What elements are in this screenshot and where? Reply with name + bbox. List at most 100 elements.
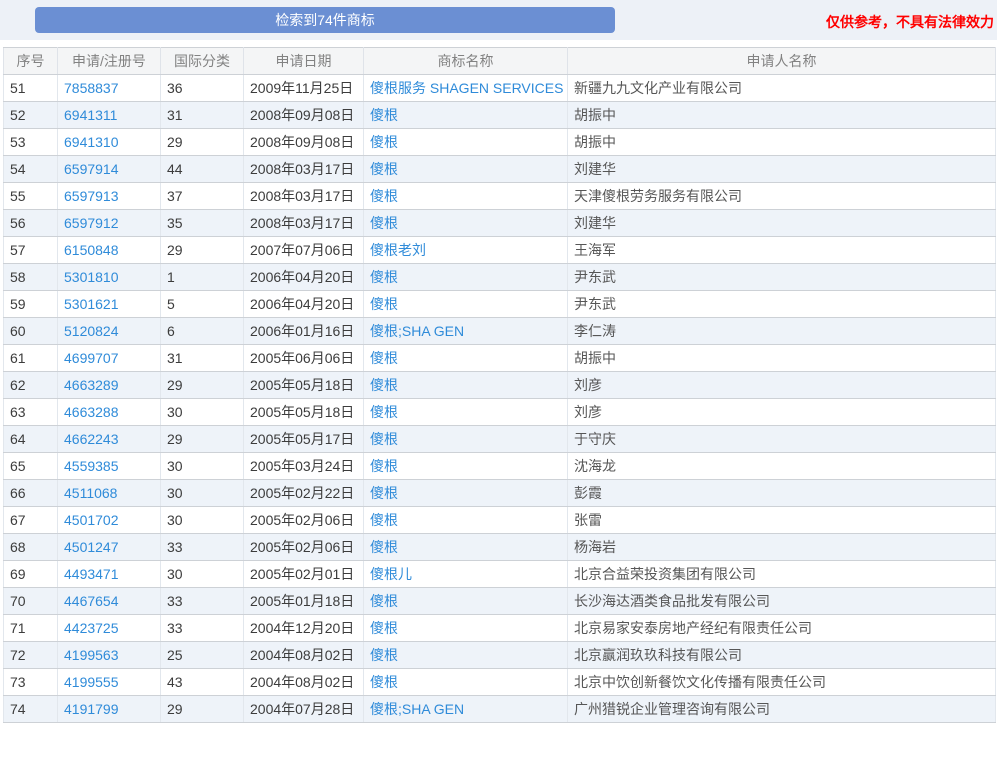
trademark-name-link[interactable]: 傻根老刘	[363, 236, 568, 264]
intl-class-cell: 33	[160, 533, 244, 561]
seq-cell: 52	[3, 101, 58, 129]
trademark-name-link[interactable]: 傻根	[363, 101, 568, 129]
trademark-name-link[interactable]: 傻根	[363, 614, 568, 642]
applicant-name-cell: 广州猎锐企业管理咨询有限公司	[567, 695, 996, 723]
seq-cell: 67	[3, 506, 58, 534]
trademark-name-link[interactable]: 傻根;SHA GEN	[363, 317, 568, 345]
intl-class-cell: 44	[160, 155, 244, 183]
result-count-button[interactable]: 检索到74件商标	[35, 7, 615, 33]
reg-number-link[interactable]: 6150848	[57, 236, 161, 264]
table-row: 69 4493471 30 2005年02月01日 傻根儿 北京合益荣投资集团有限公司	[3, 560, 996, 588]
trademark-name-link[interactable]: 傻根	[363, 371, 568, 399]
table-row: 58 5301810 1 2006年04月20日 傻根 尹东武	[3, 263, 996, 291]
reg-number-link[interactable]: 4511068	[57, 479, 161, 507]
trademark-name-link[interactable]: 傻根	[363, 425, 568, 453]
applicant-name-cell: 北京中饮创新餐饮文化传播有限责任公司	[567, 668, 996, 696]
trademark-name-link[interactable]: 傻根服务 SHAGEN SERVICES	[363, 74, 568, 102]
applicant-name-cell: 沈海龙	[567, 452, 996, 480]
seq-cell: 64	[3, 425, 58, 453]
reg-number-link[interactable]: 4501247	[57, 533, 161, 561]
intl-class-cell: 31	[160, 101, 244, 129]
trademark-name-link[interactable]: 傻根	[363, 128, 568, 156]
reg-number-link[interactable]: 7858837	[57, 74, 161, 102]
trademark-name-link[interactable]: 傻根	[363, 263, 568, 291]
seq-cell: 66	[3, 479, 58, 507]
table-row: 62 4663289 29 2005年05月18日 傻根 刘彦	[3, 371, 996, 399]
seq-cell: 74	[3, 695, 58, 723]
intl-class-cell: 5	[160, 290, 244, 318]
table-row: 56 6597912 35 2008年03月17日 傻根 刘建华	[3, 209, 996, 237]
trademark-name-link[interactable]: 傻根	[363, 398, 568, 426]
trademark-name-link[interactable]: 傻根	[363, 155, 568, 183]
table-row: 59 5301621 5 2006年04月20日 傻根 尹东武	[3, 290, 996, 318]
apply-date-cell: 2004年08月02日	[243, 668, 364, 696]
intl-class-cell: 30	[160, 398, 244, 426]
applicant-name-cell: 王海军	[567, 236, 996, 264]
seq-cell: 61	[3, 344, 58, 372]
reg-number-link[interactable]: 4191799	[57, 695, 161, 723]
reg-number-link[interactable]: 6597912	[57, 209, 161, 237]
apply-date-cell: 2005年02月06日	[243, 533, 364, 561]
trademark-name-link[interactable]: 傻根	[363, 344, 568, 372]
applicant-name-cell: 天津傻根劳务服务有限公司	[567, 182, 996, 210]
applicant-name-cell: 北京合益荣投资集团有限公司	[567, 560, 996, 588]
reg-number-link[interactable]: 4199563	[57, 641, 161, 669]
apply-date-cell: 2005年02月06日	[243, 506, 364, 534]
intl-class-cell: 31	[160, 344, 244, 372]
reg-number-link[interactable]: 6941310	[57, 128, 161, 156]
apply-date-cell: 2005年05月18日	[243, 398, 364, 426]
trademark-name-link[interactable]: 傻根	[363, 209, 568, 237]
reg-number-link[interactable]: 4663289	[57, 371, 161, 399]
table-row: 68 4501247 33 2005年02月06日 傻根 杨海岩	[3, 533, 996, 561]
apply-date-cell: 2004年12月20日	[243, 614, 364, 642]
reg-number-link[interactable]: 6941311	[57, 101, 161, 129]
reg-number-link[interactable]: 5301810	[57, 263, 161, 291]
trademark-name-link[interactable]: 傻根	[363, 533, 568, 561]
apply-date-cell: 2008年03月17日	[243, 182, 364, 210]
applicant-name-cell: 胡振中	[567, 344, 996, 372]
apply-date-cell: 2005年06月06日	[243, 344, 364, 372]
reg-number-link[interactable]: 4699707	[57, 344, 161, 372]
reg-number-link[interactable]: 4559385	[57, 452, 161, 480]
reg-number-link[interactable]: 4662243	[57, 425, 161, 453]
trademark-name-link[interactable]: 傻根	[363, 587, 568, 615]
table-row: 53 6941310 29 2008年09月08日 傻根 胡振中	[3, 128, 996, 156]
table-body: 51 7858837 36 2009年11月25日 傻根服务 SHAGEN SERVIC…	[3, 74, 996, 723]
intl-class-cell: 29	[160, 236, 244, 264]
reg-number-link[interactable]: 6597913	[57, 182, 161, 210]
reg-number-link[interactable]: 4423725	[57, 614, 161, 642]
reg-number-link[interactable]: 5120824	[57, 317, 161, 345]
reg-number-link[interactable]: 4467654	[57, 587, 161, 615]
trademark-name-link[interactable]: 傻根	[363, 479, 568, 507]
apply-date-cell: 2005年03月24日	[243, 452, 364, 480]
reg-number-link[interactable]: 4663288	[57, 398, 161, 426]
intl-class-cell: 29	[160, 371, 244, 399]
seq-cell: 54	[3, 155, 58, 183]
applicant-name-cell: 尹东武	[567, 263, 996, 291]
trademark-name-link[interactable]: 傻根	[363, 290, 568, 318]
applicant-name-cell: 于守庆	[567, 425, 996, 453]
table-row: 67 4501702 30 2005年02月06日 傻根 张雷	[3, 506, 996, 534]
trademark-name-link[interactable]: 傻根	[363, 452, 568, 480]
apply-date-cell: 2004年07月28日	[243, 695, 364, 723]
table-row: 63 4663288 30 2005年05月18日 傻根 刘彦	[3, 398, 996, 426]
apply-date-cell: 2004年08月02日	[243, 641, 364, 669]
reg-number-link[interactable]: 4199555	[57, 668, 161, 696]
trademark-name-link[interactable]: 傻根	[363, 506, 568, 534]
trademark-name-link[interactable]: 傻根;SHA GEN	[363, 695, 568, 723]
reg-number-link[interactable]: 4493471	[57, 560, 161, 588]
seq-cell: 63	[3, 398, 58, 426]
applicant-name-cell: 杨海岩	[567, 533, 996, 561]
trademark-name-link[interactable]: 傻根儿	[363, 560, 568, 588]
column-header-reg-number: 申请/注册号	[57, 47, 161, 75]
applicant-name-cell: 新疆九九文化产业有限公司	[567, 74, 996, 102]
trademark-name-link[interactable]: 傻根	[363, 641, 568, 669]
trademark-name-link[interactable]: 傻根	[363, 182, 568, 210]
reg-number-link[interactable]: 5301621	[57, 290, 161, 318]
column-header-applicant-name: 申请人名称	[567, 47, 996, 75]
apply-date-cell: 2008年09月08日	[243, 128, 364, 156]
reg-number-link[interactable]: 4501702	[57, 506, 161, 534]
apply-date-cell: 2009年11月25日	[243, 74, 364, 102]
trademark-name-link[interactable]: 傻根	[363, 668, 568, 696]
reg-number-link[interactable]: 6597914	[57, 155, 161, 183]
